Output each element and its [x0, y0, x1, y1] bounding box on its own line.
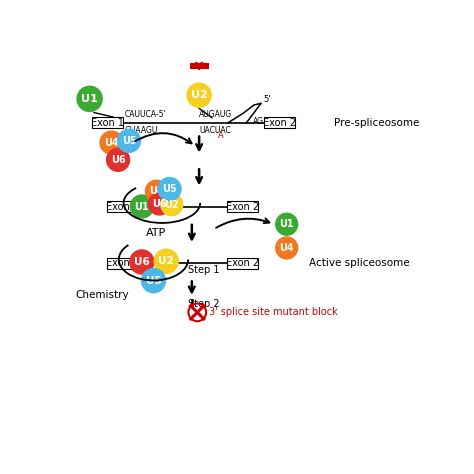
- Text: AUGAUG: AUGAUG: [199, 110, 232, 119]
- Circle shape: [161, 194, 182, 216]
- FancyBboxPatch shape: [228, 258, 258, 269]
- Text: U2: U2: [191, 90, 208, 100]
- Text: Chemistry: Chemistry: [75, 291, 128, 301]
- Text: Pre-spliceosome: Pre-spliceosome: [334, 118, 419, 128]
- FancyBboxPatch shape: [107, 201, 138, 212]
- Text: Exon 2: Exon 2: [263, 118, 296, 128]
- Circle shape: [118, 129, 141, 152]
- Circle shape: [77, 86, 102, 111]
- Text: Step 2: Step 2: [188, 299, 220, 309]
- Text: Active spliceosome: Active spliceosome: [309, 258, 409, 268]
- Text: U6: U6: [134, 257, 150, 267]
- Text: U6: U6: [152, 199, 167, 209]
- Text: ATP: ATP: [146, 228, 166, 238]
- Text: Exon 2: Exon 2: [227, 258, 259, 268]
- Text: CAUUCA-5': CAUUCA-5': [125, 110, 167, 119]
- Text: U1: U1: [81, 94, 98, 104]
- Circle shape: [107, 148, 129, 171]
- Circle shape: [148, 193, 170, 215]
- Text: UACUAC: UACUAC: [199, 126, 231, 135]
- Text: U2: U2: [164, 200, 179, 210]
- Text: U5: U5: [162, 184, 177, 194]
- Circle shape: [276, 213, 298, 235]
- Text: U2: U2: [158, 256, 174, 266]
- Text: Exon 1: Exon 1: [91, 118, 124, 128]
- Circle shape: [146, 180, 167, 202]
- Circle shape: [276, 237, 298, 259]
- Text: U1: U1: [279, 219, 294, 229]
- Circle shape: [154, 249, 178, 273]
- FancyBboxPatch shape: [92, 117, 123, 128]
- Text: Exon 1: Exon 1: [106, 201, 139, 211]
- Circle shape: [158, 177, 181, 201]
- Circle shape: [141, 269, 165, 292]
- Text: U5: U5: [122, 136, 137, 146]
- Text: GUAAGU: GUAAGU: [125, 126, 158, 135]
- FancyBboxPatch shape: [264, 117, 295, 128]
- Text: U4: U4: [149, 186, 164, 196]
- Text: U6: U6: [111, 155, 126, 165]
- Text: U1: U1: [135, 201, 149, 211]
- Circle shape: [130, 195, 153, 218]
- Text: A: A: [218, 131, 224, 140]
- Text: 5': 5': [263, 95, 271, 104]
- Text: Step 1: Step 1: [188, 265, 219, 275]
- Text: U5: U5: [146, 275, 161, 286]
- Circle shape: [187, 83, 211, 107]
- Circle shape: [130, 250, 154, 274]
- FancyBboxPatch shape: [228, 201, 258, 212]
- FancyBboxPatch shape: [107, 258, 138, 269]
- Text: U4: U4: [279, 243, 294, 253]
- Text: Exon 1: Exon 1: [106, 258, 139, 268]
- Text: 3' splice site mutant block: 3' splice site mutant block: [209, 307, 338, 318]
- Circle shape: [100, 131, 123, 154]
- Text: U4: U4: [104, 137, 119, 147]
- Text: Exon 2: Exon 2: [227, 201, 259, 211]
- Text: AG: AG: [253, 117, 264, 126]
